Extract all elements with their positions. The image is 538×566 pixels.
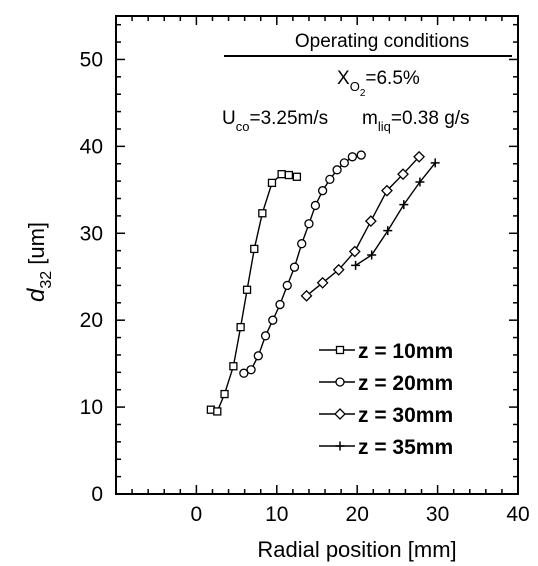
operating-conditions-heading: Operating conditions xyxy=(295,31,469,52)
series-circle xyxy=(239,150,366,378)
x-tick-label: 0 xyxy=(191,503,203,526)
data-point-circle xyxy=(304,219,314,229)
data-point-diamond xyxy=(316,276,329,289)
data-point-circle xyxy=(325,174,335,185)
series-diamond xyxy=(300,150,426,302)
data-point-circle xyxy=(253,351,263,361)
y-axis-label: d32 [um] xyxy=(23,222,55,302)
legend: z = 10mm z = 20mm z = 30mm z = 35mm xyxy=(319,340,453,459)
mliq-condition: mliq=0.38 g/s xyxy=(362,108,470,134)
plot-border xyxy=(115,15,519,495)
data-point-circle xyxy=(356,150,366,160)
legend-marker-square xyxy=(335,345,345,355)
data-point-plus xyxy=(351,260,361,270)
legend-label: z = 20mm xyxy=(358,372,453,395)
data-point-diamond xyxy=(348,245,361,258)
legend-item-diamond: z = 30mm xyxy=(319,404,453,427)
data-point-circle xyxy=(275,299,285,310)
legend-item-circle: z = 20mm xyxy=(319,372,453,395)
legend-label: z = 35mm xyxy=(358,436,453,459)
data-point-circle xyxy=(317,186,328,196)
x-tick-label: 20 xyxy=(346,503,369,526)
data-point-square xyxy=(236,322,245,332)
y-tick-label: 40 xyxy=(80,135,103,158)
data-point-square xyxy=(277,170,286,179)
data-point-diamond xyxy=(397,168,409,181)
data-point-square xyxy=(220,389,229,399)
data-point-square xyxy=(292,172,302,181)
legend-item-square: z = 10mm xyxy=(319,340,453,363)
data-point-square xyxy=(229,362,238,371)
axis-ticks xyxy=(115,16,519,495)
data-point-plus xyxy=(367,250,377,260)
series-plus xyxy=(351,158,440,270)
y-tick-label: 0 xyxy=(91,483,103,506)
y-axis-label-subscript: 32 xyxy=(38,271,55,289)
data-point-plus xyxy=(430,158,440,168)
x-tick-label: 30 xyxy=(426,503,449,526)
series-layer xyxy=(206,150,440,416)
data-point-circle xyxy=(260,331,271,341)
data-point-square xyxy=(284,170,294,180)
operating-conditions-box: Operating conditions XO2=6.5% Uco=3.25m/… xyxy=(222,31,512,134)
x-tick-label: 40 xyxy=(506,503,529,526)
legend-marker-circle xyxy=(335,377,345,387)
data-point-diamond xyxy=(332,263,345,276)
y-tick-labels: 0 10 20 30 40 50 xyxy=(80,48,103,506)
data-point-diamond xyxy=(413,150,426,163)
series-line-plus xyxy=(355,162,436,266)
legend-marker-plus xyxy=(335,441,345,451)
legend-item-plus: z = 35mm xyxy=(319,436,453,459)
data-point-circle xyxy=(246,365,256,375)
data-point-circle xyxy=(268,315,278,325)
data-point-plus xyxy=(415,177,425,187)
y-tick-label: 30 xyxy=(80,222,103,245)
legend-label: z = 30mm xyxy=(358,404,453,427)
data-point-square xyxy=(213,407,222,416)
data-point-circle xyxy=(239,368,249,378)
data-point-circle xyxy=(347,152,358,162)
data-point-diamond xyxy=(381,184,393,197)
data-point-circle xyxy=(297,239,307,249)
y-tick-label: 50 xyxy=(80,48,103,71)
legend-marker-diamond xyxy=(334,408,346,420)
x-tick-labels: 0 10 20 30 40 xyxy=(191,503,530,526)
data-point-square xyxy=(267,178,277,188)
xo2-condition: XO2=6.5% xyxy=(337,68,420,99)
data-point-circle xyxy=(282,280,292,291)
y-axis-label-unit: [um] xyxy=(24,222,49,271)
data-point-diamond xyxy=(300,289,313,302)
x-axis-label: Radial position [mm] xyxy=(257,537,456,562)
data-point-square xyxy=(242,285,252,294)
data-point-plus xyxy=(383,226,393,236)
y-axis-label-symbol: d xyxy=(23,288,50,302)
plot-frame xyxy=(115,15,519,495)
data-point-plus xyxy=(399,200,409,210)
legend-label: z = 10mm xyxy=(358,340,453,363)
data-point-square xyxy=(258,209,267,218)
data-point-circle xyxy=(339,158,349,168)
data-point-square xyxy=(250,244,259,254)
data-point-diamond xyxy=(364,215,377,228)
y-tick-label: 10 xyxy=(80,396,103,419)
uco-condition: Uco=3.25m/s xyxy=(222,108,328,134)
data-point-circle xyxy=(289,262,300,272)
data-point-circle xyxy=(332,165,342,175)
data-point-circle xyxy=(310,200,321,211)
series-square xyxy=(206,170,302,416)
y-tick-label: 20 xyxy=(80,309,103,332)
x-tick-label: 10 xyxy=(265,503,288,526)
